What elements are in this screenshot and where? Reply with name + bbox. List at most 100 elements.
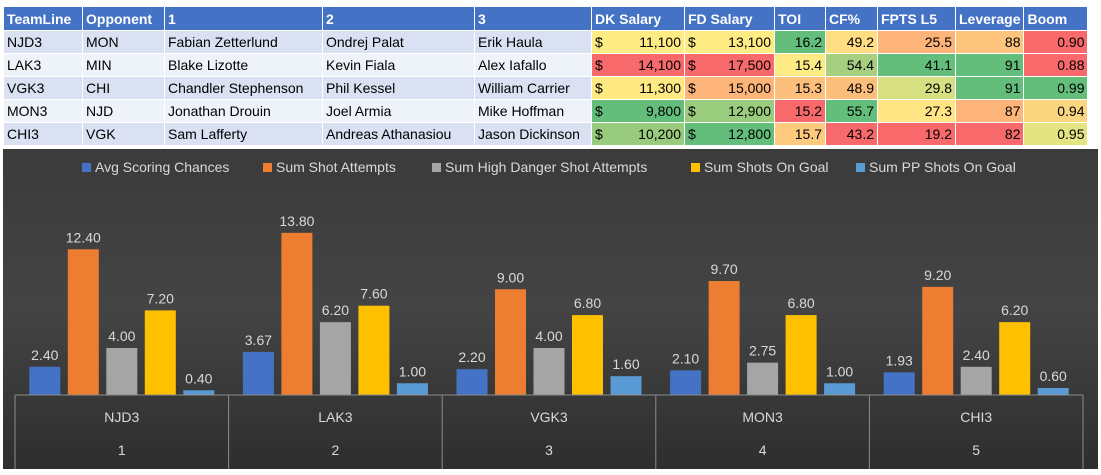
table-cell: $12,800 (684, 122, 775, 146)
table-cell: CHI (82, 76, 165, 100)
table-cell: 48.9 (825, 76, 878, 100)
currency-symbol: $ (595, 103, 603, 119)
bar-data-label: 1.93 (886, 352, 913, 368)
bar-data-label: 4.00 (535, 328, 562, 344)
table-cell: $14,100 (591, 53, 685, 77)
column-header: 1 (164, 6, 323, 31)
category-sub-label: 1 (118, 442, 126, 458)
bar (396, 383, 428, 395)
bar (319, 322, 351, 395)
salary-value: 11,100 (639, 34, 681, 50)
bar (1037, 387, 1069, 395)
table-cell: Kevin Fiala (322, 53, 475, 77)
table-cell: 49.2 (825, 30, 878, 54)
table-cell: NJD (82, 99, 165, 123)
table-cell: 15.2 (774, 99, 826, 123)
bar-data-label: 6.20 (1001, 302, 1028, 318)
table-cell: 82 (954, 122, 1025, 146)
legend-label: Avg Scoring Chances (95, 159, 229, 175)
column-header: Leverage (954, 6, 1025, 31)
bar-data-label: 7.60 (360, 286, 387, 302)
currency-symbol: $ (595, 57, 603, 73)
bar (495, 289, 526, 395)
category-label: VGK3 (530, 409, 568, 425)
table-cell: Alex Iafallo (474, 53, 592, 77)
table-cell: 0.88 (1023, 53, 1089, 77)
bar (747, 362, 779, 395)
table-cell: Chandler Stephenson (164, 76, 323, 100)
table-cell: $17,500 (684, 53, 775, 77)
bar-data-label: 7.20 (147, 290, 174, 306)
currency-symbol: $ (688, 103, 696, 119)
table-cell: 41.1 (877, 53, 956, 77)
table-cell: Blake Lizotte (164, 53, 323, 77)
bar (883, 372, 915, 395)
salary-value: 14,100 (638, 57, 681, 73)
legend-swatch (432, 163, 441, 172)
category-sub-label: 3 (545, 442, 553, 458)
currency-symbol: $ (595, 126, 603, 142)
table-cell: MON3 (3, 99, 83, 123)
table-cell: Jonathan Drouin (164, 99, 323, 123)
legend-swatch (856, 163, 865, 172)
bar-data-label: 9.00 (497, 269, 524, 285)
scoring-chances-bar-chart: Avg Scoring Chances Sum Shot Attempts Sum … (3, 149, 1098, 469)
column-header: DK Salary (591, 6, 685, 31)
column-header: TOI (774, 6, 826, 31)
legend-swatch (82, 163, 91, 172)
table-cell: 15.4 (774, 53, 826, 77)
currency-symbol: $ (688, 57, 696, 73)
column-header: 3 (474, 6, 592, 31)
table-cell: William Carrier (474, 76, 592, 100)
legend-swatch (263, 163, 272, 172)
table-cell: Phil Kessel (322, 76, 475, 100)
bar-data-label: 0.40 (185, 370, 212, 386)
bar (785, 315, 817, 395)
bar-data-label: 9.70 (710, 261, 737, 277)
table-cell: Fabian Zetterlund (164, 30, 323, 54)
bar-data-label: 6.80 (787, 295, 814, 311)
table-cell: $12,900 (684, 99, 775, 123)
table-cell: Ondrej Palat (322, 30, 475, 54)
bar (67, 249, 99, 395)
bar (572, 315, 603, 395)
table-cell: 0.99 (1023, 76, 1089, 100)
table-cell: LAK3 (3, 53, 83, 77)
category-label: MON3 (742, 409, 783, 425)
bar-data-label: 4.00 (108, 328, 135, 344)
bar-data-label: 3.67 (245, 332, 272, 348)
table-row: VGK3 CHI Chandler Stephenson Phil Kessel Wil… (3, 76, 1089, 100)
table-row: CHI3 VGK Sam Lafferty Andreas Athanasiou Jas… (3, 122, 1089, 146)
currency-symbol: $ (595, 80, 603, 96)
bar (922, 286, 954, 395)
bar-data-label: 2.10 (672, 350, 699, 366)
bar-data-label: 1.00 (826, 363, 853, 379)
bar-data-label: 9.20 (924, 267, 951, 283)
bar-data-label: 1.60 (612, 356, 639, 372)
bar (358, 305, 390, 395)
table-cell: 43.2 (825, 122, 878, 146)
table-cell: 16.2 (774, 30, 826, 54)
salary-value: 13,100 (728, 34, 771, 50)
column-header: CF% (825, 6, 878, 31)
category-sub-label: 4 (759, 442, 767, 458)
table-cell: MON (82, 30, 165, 54)
bar (824, 383, 856, 395)
table-cell: 0.90 (1023, 30, 1089, 54)
bar-data-label: 6.20 (322, 302, 349, 318)
table-cell: CHI3 (3, 122, 83, 146)
bar (999, 322, 1031, 395)
bar (960, 366, 992, 395)
table-row: LAK3 MIN Blake Lizotte Kevin Fiala Alex Iafa… (3, 53, 1089, 77)
bar (29, 366, 61, 395)
chart-bars: 2.40 12.40 4.00 7.20 0.40 3.67 13.80 6.20 7.60 1.… (29, 213, 1069, 395)
bar-data-label: 2.20 (458, 349, 485, 365)
column-header: 2 (322, 6, 475, 31)
table-cell: Sam Lafferty (164, 122, 323, 146)
bar-data-label: 1.00 (399, 363, 426, 379)
currency-symbol: $ (688, 34, 696, 50)
legend-label: Sum PP Shots On Goal (869, 159, 1016, 175)
column-header: Boom (1023, 6, 1089, 31)
category-label: LAK3 (318, 409, 352, 425)
column-header: FD Salary (684, 6, 775, 31)
